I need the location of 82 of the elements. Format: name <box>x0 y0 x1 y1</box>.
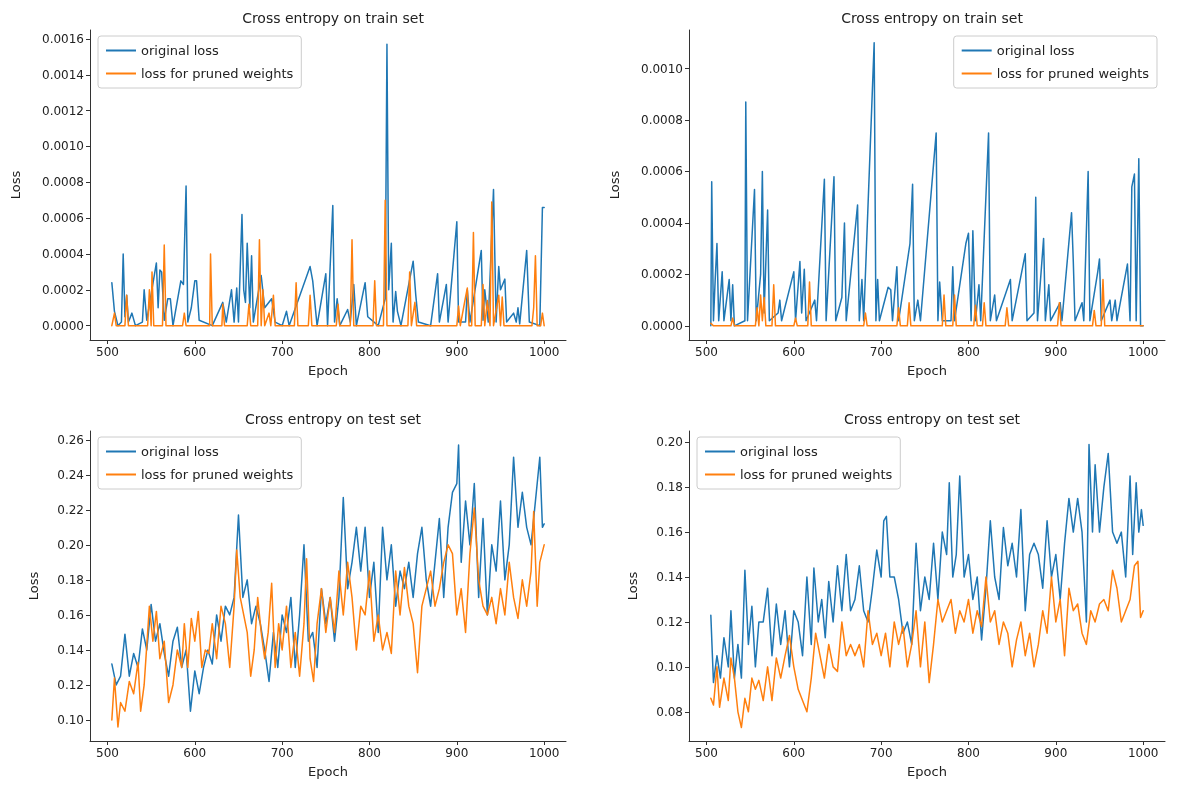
legend-label: original loss <box>740 444 819 459</box>
y-tick-label: 0.14 <box>57 642 84 657</box>
legend-label: original loss <box>141 43 220 58</box>
x-axis-title: Epoch <box>907 764 947 779</box>
y-tick-label: 0.24 <box>57 467 84 482</box>
y-tick-label: 0.10 <box>57 712 84 727</box>
x-tick-label: 700 <box>869 345 893 359</box>
y-axis-title: Loss <box>8 170 23 200</box>
y-tick-label: 0.08 <box>656 704 683 719</box>
x-tick-label: 700 <box>869 746 893 760</box>
x-tick-label: 500 <box>96 345 119 359</box>
x-tick-label: 700 <box>270 345 294 359</box>
x-tick-label: 600 <box>183 345 207 359</box>
y-tick-label: 0.0002 <box>42 282 84 297</box>
y-tick-label: 0.16 <box>57 607 84 622</box>
y-tick-label: 0.0004 <box>641 215 683 230</box>
x-tick-label: 800 <box>358 746 381 760</box>
x-tick-label: 1000 <box>1127 746 1159 760</box>
line-series <box>710 278 1144 327</box>
y-tick-label: 0.0002 <box>641 267 683 282</box>
y-tick-label: 0.18 <box>656 480 683 495</box>
x-tick-label: 500 <box>96 746 119 760</box>
y-tick-label: 0.12 <box>57 677 84 692</box>
x-tick-label: 1000 <box>528 746 560 760</box>
x-tick-label: 600 <box>782 345 806 359</box>
line-series <box>111 444 545 712</box>
y-tick-label: 0.16 <box>656 525 683 540</box>
y-tick-label: 0.22 <box>57 502 84 517</box>
legend-label: loss for pruned weights <box>141 467 294 482</box>
legend-label: original loss <box>141 444 220 459</box>
x-tick-label: 500 <box>695 746 718 760</box>
x-tick-label: 600 <box>183 746 207 760</box>
x-tick-label: 900 <box>445 345 469 359</box>
chart-title: Cross entropy on test set <box>843 411 1021 427</box>
chart-title: Cross entropy on train set <box>242 10 425 26</box>
x-tick-label: 900 <box>1044 345 1068 359</box>
y-tick-label: 0.0008 <box>42 175 84 190</box>
x-tick-label: 900 <box>1044 746 1068 760</box>
legend-label: loss for pruned weights <box>141 66 294 81</box>
legend-label: loss for pruned weights <box>996 66 1150 81</box>
y-tick-label: 0.0014 <box>42 67 84 82</box>
y-tick-label: 0.26 <box>57 432 84 447</box>
y-tick-label: 0.0006 <box>42 211 84 226</box>
line-series <box>710 560 1144 729</box>
chart-title: Cross entropy on train set <box>841 10 1024 26</box>
x-tick-label: 500 <box>695 345 718 359</box>
x-tick-label: 600 <box>782 746 806 760</box>
y-tick-label: 0.10 <box>656 659 683 674</box>
y-tick-label: 0.18 <box>57 572 84 587</box>
x-tick-label: 700 <box>270 746 294 760</box>
y-tick-label: 0.20 <box>656 435 683 450</box>
x-tick-label: 1000 <box>1127 345 1159 359</box>
y-tick-label: 0.12 <box>656 614 683 629</box>
x-tick-label: 800 <box>957 746 980 760</box>
y-tick-label: 0.0006 <box>641 164 683 179</box>
x-axis-title: Epoch <box>308 363 348 378</box>
y-tick-label: 0.0012 <box>42 103 84 118</box>
legend-label: original loss <box>996 43 1075 58</box>
x-tick-label: 800 <box>957 345 980 359</box>
legend-label: loss for pruned weights <box>740 467 893 482</box>
x-axis-title: Epoch <box>308 764 348 779</box>
chart-title: Cross entropy on test set <box>244 411 422 427</box>
y-axis-title: Loss <box>607 170 622 200</box>
y-tick-label: 0.0016 <box>42 31 84 46</box>
line-series <box>111 507 545 728</box>
y-tick-label: 0.0010 <box>42 139 84 154</box>
x-tick-label: 1000 <box>528 345 560 359</box>
line-series <box>710 443 1144 684</box>
line-series <box>111 199 545 327</box>
x-tick-label: 900 <box>445 746 469 760</box>
y-tick-label: 0.20 <box>57 537 84 552</box>
x-axis-title: Epoch <box>907 363 947 378</box>
y-tick-label: 0.0000 <box>42 318 84 333</box>
line-series <box>111 43 545 327</box>
y-tick-label: 0.0004 <box>42 246 84 261</box>
y-tick-label: 0.0000 <box>641 318 683 333</box>
y-axis-title: Loss <box>26 571 41 601</box>
y-tick-label: 0.0008 <box>641 113 683 128</box>
y-axis-title: Loss <box>625 571 640 601</box>
y-tick-label: 0.0010 <box>641 61 683 76</box>
y-tick-label: 0.14 <box>656 570 683 585</box>
x-tick-label: 800 <box>358 345 381 359</box>
